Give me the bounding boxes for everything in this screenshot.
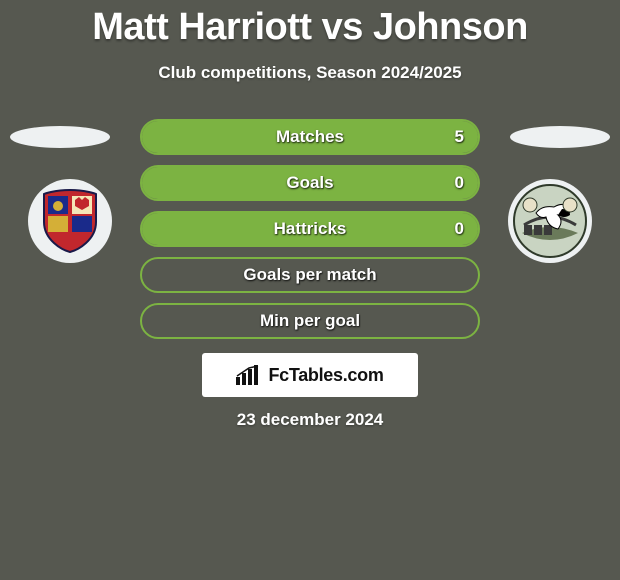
player-right-ellipse <box>510 126 610 148</box>
stat-right-value: 0 <box>455 173 464 193</box>
stat-row-goals-per-match: Goals per match <box>140 257 480 293</box>
player-left-ellipse <box>10 126 110 148</box>
stat-row-goals: Goals 0 <box>140 165 480 201</box>
shield-icon <box>40 188 100 254</box>
team-crest-left <box>28 179 112 263</box>
bar-chart-icon <box>236 365 262 385</box>
stat-label: Goals <box>286 173 333 193</box>
page-title: Matt Harriott vs Johnson <box>0 0 620 49</box>
stat-label: Goals per match <box>243 265 376 285</box>
bird-crest-icon <box>512 183 588 259</box>
stat-rows: Matches 5 Goals 0 Hattricks 0 Goals per … <box>140 119 480 349</box>
stat-row-min-per-goal: Min per goal <box>140 303 480 339</box>
stat-label: Hattricks <box>274 219 347 239</box>
brand-box[interactable]: FcTables.com <box>202 353 418 397</box>
stat-right-value: 0 <box>455 219 464 239</box>
stat-label: Min per goal <box>260 311 360 331</box>
stat-right-value: 5 <box>455 127 464 147</box>
date-text: 23 december 2024 <box>0 410 620 430</box>
stat-row-matches: Matches 5 <box>140 119 480 155</box>
brand-text: FcTables.com <box>268 365 383 386</box>
stat-row-hattricks: Hattricks 0 <box>140 211 480 247</box>
stat-label: Matches <box>276 127 344 147</box>
subtitle: Club competitions, Season 2024/2025 <box>0 63 620 83</box>
team-crest-right <box>508 179 592 263</box>
